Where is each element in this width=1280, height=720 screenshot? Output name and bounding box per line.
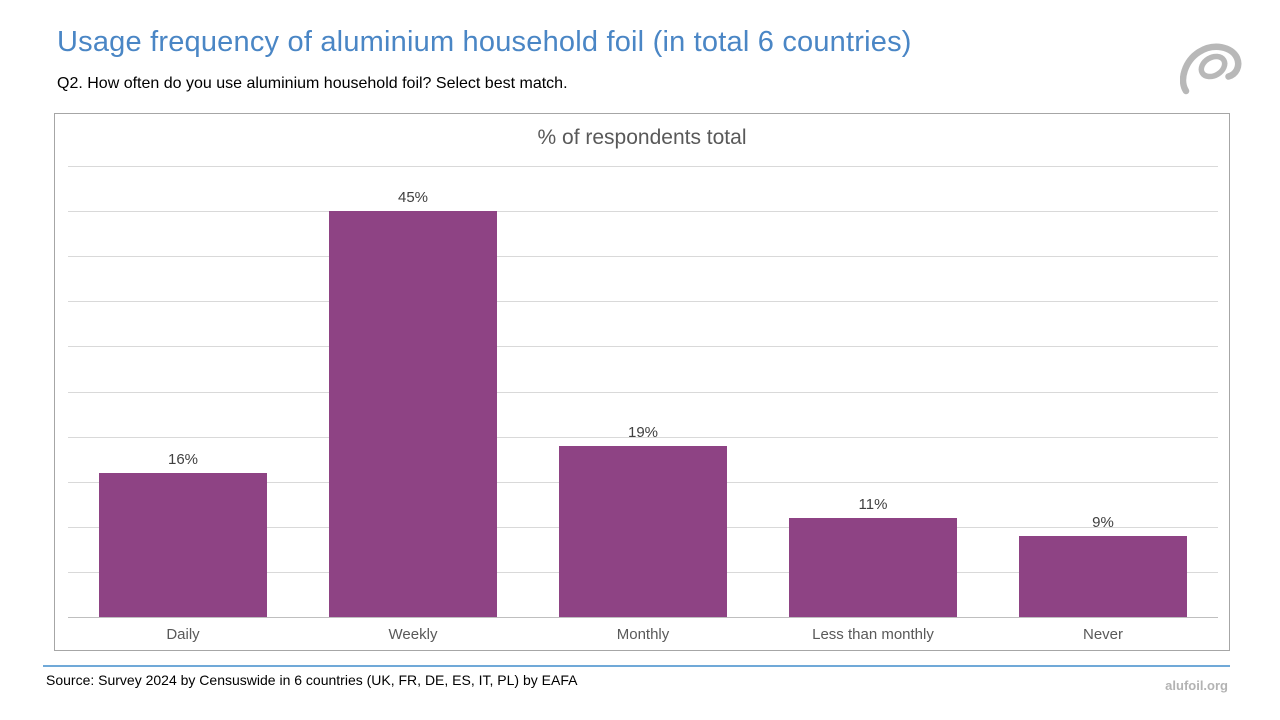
gridline xyxy=(68,256,1218,257)
data-label-never: 9% xyxy=(1092,514,1114,531)
category-label-never: Never xyxy=(1082,626,1123,643)
website-link: alufoil.org xyxy=(1165,678,1228,693)
alufoil-swirl-logo-icon xyxy=(1180,43,1242,95)
data-label-daily: 16% xyxy=(167,451,199,468)
footer-separator-line xyxy=(43,665,1230,667)
bar-weekly xyxy=(329,211,497,617)
data-label-less-than-monthly: 11% xyxy=(858,496,888,513)
gridline xyxy=(68,437,1218,438)
category-label-less-than-monthly: Less than monthly xyxy=(812,626,934,643)
x-axis-line xyxy=(68,617,1218,618)
gridline xyxy=(68,392,1218,393)
category-label-daily: Daily xyxy=(166,626,200,643)
survey-question-subtitle: Q2. How often do you use aluminium house… xyxy=(57,75,568,92)
chart-area: % of respondents total 16% Daily 45% Weekly… xyxy=(54,113,1230,651)
category-label-weekly: Weekly xyxy=(388,626,438,643)
source-text: Source: Survey 2024 by Censuswide in 6 c… xyxy=(46,672,578,688)
gridline xyxy=(68,301,1218,302)
data-label-monthly: 19% xyxy=(627,424,659,441)
bar-daily xyxy=(99,473,267,617)
bar-monthly xyxy=(559,446,727,617)
gridline xyxy=(68,166,1218,167)
bar-less-than-monthly xyxy=(789,518,957,617)
plot-area: 16% Daily 45% Weekly 19% Monthly 11% Less than … xyxy=(55,114,1229,650)
gridline xyxy=(68,211,1218,212)
gridline xyxy=(68,346,1218,347)
bar-never xyxy=(1019,536,1187,617)
category-label-monthly: Monthly xyxy=(616,626,670,643)
data-label-weekly: 45% xyxy=(397,189,429,206)
page-title: Usage frequency of aluminium household f… xyxy=(57,26,912,58)
chart-title: % of respondents total xyxy=(537,126,747,149)
